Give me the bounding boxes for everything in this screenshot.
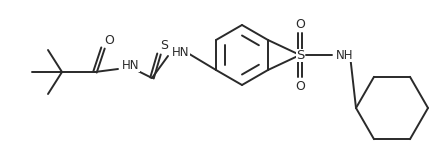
Text: HN: HN xyxy=(122,59,139,72)
Text: O: O xyxy=(295,17,305,31)
Text: O: O xyxy=(104,33,114,47)
Text: O: O xyxy=(295,80,305,92)
Text: NH: NH xyxy=(336,48,354,61)
Text: HN: HN xyxy=(172,45,190,59)
Text: S: S xyxy=(160,39,168,52)
Text: S: S xyxy=(296,48,304,61)
